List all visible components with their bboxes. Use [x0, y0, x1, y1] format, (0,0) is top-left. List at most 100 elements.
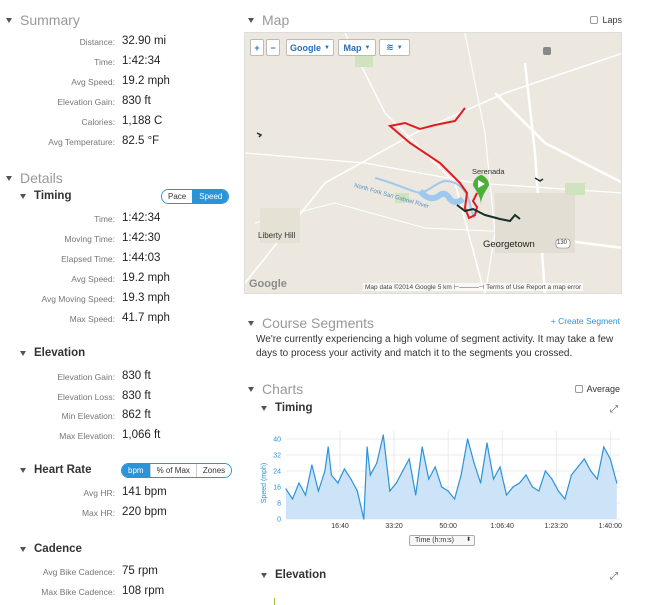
speed-point — [408, 458, 410, 460]
x-axis-unit-select[interactable]: Time (h:m:s) ⬍ — [409, 535, 475, 546]
elevation-title: Elevation — [34, 347, 86, 359]
expand-icon[interactable]: ⤢ — [610, 571, 618, 582]
map-footer[interactable]: Map data ©2014 Google 5 km ⊢———⊣ Terms o… — [363, 283, 584, 291]
toggle-pace[interactable]: Pace — [162, 190, 193, 203]
toggle-bpm[interactable]: bpm — [122, 464, 150, 477]
speed-point — [447, 490, 449, 492]
timing-chart-header[interactable]: Timing — [261, 402, 312, 414]
speed-chart[interactable]: 0 8 16 24 32 40 16:40 33:20 50:00 1:06:40 1:23:20… — [244, 423, 624, 533]
speed-point — [311, 464, 313, 466]
speed-point — [544, 470, 547, 472]
stat-value: 19.3 mph — [122, 292, 170, 304]
layers-icon: ≋ — [386, 42, 394, 52]
map-type-dropdown[interactable]: Map ▼ — [338, 39, 376, 56]
stat-label: Max Elevation: — [59, 430, 115, 441]
x-tick-label: 16:40 — [331, 523, 349, 530]
expand-icon[interactable]: ⤢ — [610, 404, 618, 415]
stat-value: 1:42:34 — [122, 212, 161, 224]
stat-value: 19.2 mph — [122, 75, 170, 87]
map-view[interactable]: + − Google ▼ Map ▼ ≋ ▼ Liberty Hill Sere… — [244, 32, 622, 294]
map-header[interactable]: Map — [248, 12, 289, 28]
course-segments-header[interactable]: Course Segments — [248, 315, 374, 331]
map-layers-dropdown[interactable]: ≋ ▼ — [379, 39, 410, 56]
collapse-triangle-icon — [248, 17, 254, 23]
stat-label: Avg Bike Cadence: — [42, 567, 115, 577]
chevron-updown-icon: ⬍ — [465, 537, 471, 543]
speed-point — [538, 490, 540, 492]
zoom-in-button[interactable]: + — [250, 39, 264, 56]
speed-point — [415, 494, 417, 496]
speed-point — [473, 462, 475, 464]
collapse-triangle-icon — [248, 320, 254, 326]
speed-point — [356, 490, 358, 492]
stat-label: Elapsed Time: — [61, 254, 115, 264]
stat-label: Time: — [94, 57, 115, 67]
toggle-zones[interactable]: Zones — [195, 464, 232, 477]
stat-row: Avg Speed: 19.2 mph — [0, 272, 236, 288]
segments-message: We're currently experiencing a high volu… — [256, 334, 614, 359]
elevation-header[interactable]: Elevation — [20, 347, 85, 359]
x-tick-label: 33:20 — [385, 523, 403, 530]
speed-point — [298, 482, 300, 484]
timing-chart-title: Timing — [275, 402, 313, 414]
checkbox-icon — [574, 385, 583, 393]
stat-value: 141 bpm — [122, 486, 167, 498]
create-segment-link[interactable]: + Create Segment — [550, 316, 620, 326]
stat-value: 108 rpm — [122, 585, 165, 597]
toggle-percent-max[interactable]: % of Max — [149, 464, 196, 477]
cadence-header[interactable]: Cadence — [20, 543, 82, 555]
stat-label: Moving Time: — [64, 234, 115, 244]
zoom-out-button[interactable]: − — [266, 39, 280, 56]
speed-point — [337, 482, 339, 484]
speed-point — [291, 498, 294, 500]
stat-row: Avg HR: 141 bpm — [0, 486, 236, 502]
stat-label: Time: — [94, 214, 115, 224]
speed-point — [505, 494, 508, 496]
speed-point — [518, 482, 521, 484]
speed-point — [564, 498, 566, 500]
chevron-down-icon: ▼ — [364, 44, 371, 51]
speed-point — [382, 434, 384, 436]
speed-point — [486, 442, 488, 444]
map-title: Map — [262, 12, 290, 28]
speed-point — [551, 478, 553, 480]
speed-point — [395, 482, 397, 484]
stat-value: 1,066 ft — [122, 428, 161, 441]
speed-point — [434, 466, 436, 468]
speed-point — [596, 478, 598, 480]
collapse-triangle-icon — [261, 572, 267, 578]
stat-label: Calories: — [81, 117, 115, 127]
stat-label: Max Bike Cadence: — [41, 587, 115, 597]
stat-label: Min Elevation: — [61, 411, 115, 421]
timing-header[interactable]: Timing — [20, 190, 71, 202]
stat-label: Avg Speed: — [71, 77, 115, 87]
map-label-serenada: Serenada — [472, 167, 505, 176]
charts-header[interactable]: Charts — [248, 381, 303, 397]
elevation-chart-header[interactable]: Elevation — [261, 569, 326, 581]
average-checkbox[interactable]: Average — [574, 384, 620, 394]
stat-label: Max HR: — [81, 508, 115, 518]
y-tick-label: 32 — [273, 453, 281, 460]
details-header[interactable]: Details — [6, 170, 63, 186]
x-tick-label: 50:00 — [439, 523, 457, 530]
stat-row: Time: 1:42:34 — [0, 212, 236, 228]
x-tick-label: 1:06:40 — [491, 523, 514, 530]
y-tick-label: 16 — [273, 485, 281, 492]
map-provider-dropdown[interactable]: Google ▼ — [286, 39, 334, 56]
y-tick-label: 24 — [273, 469, 281, 476]
stat-row: Avg Bike Cadence: 75 rpm — [0, 565, 236, 581]
laps-checkbox[interactable]: Laps — [590, 15, 622, 25]
toggle-speed[interactable]: Speed — [192, 190, 229, 203]
chevron-down-icon: ▼ — [396, 44, 403, 51]
stat-row: Elevation Gain: 830 ft — [0, 95, 236, 111]
heart-rate-header[interactable]: Heart Rate — [20, 464, 92, 476]
summary-header[interactable]: Summary — [6, 12, 80, 28]
collapse-triangle-icon — [20, 467, 26, 473]
stat-value: 1:42:30 — [122, 232, 161, 244]
stat-label: Avg Speed: — [71, 274, 115, 284]
x-tick-labels: 16:40 33:20 50:00 1:06:40 1:23:20 1:40:00 — [331, 523, 622, 530]
stat-value: 1:44:03 — [122, 252, 161, 264]
speed-point — [557, 490, 559, 492]
start-marker-icon[interactable] — [473, 175, 489, 205]
stat-label: Elevation Loss: — [57, 391, 115, 402]
